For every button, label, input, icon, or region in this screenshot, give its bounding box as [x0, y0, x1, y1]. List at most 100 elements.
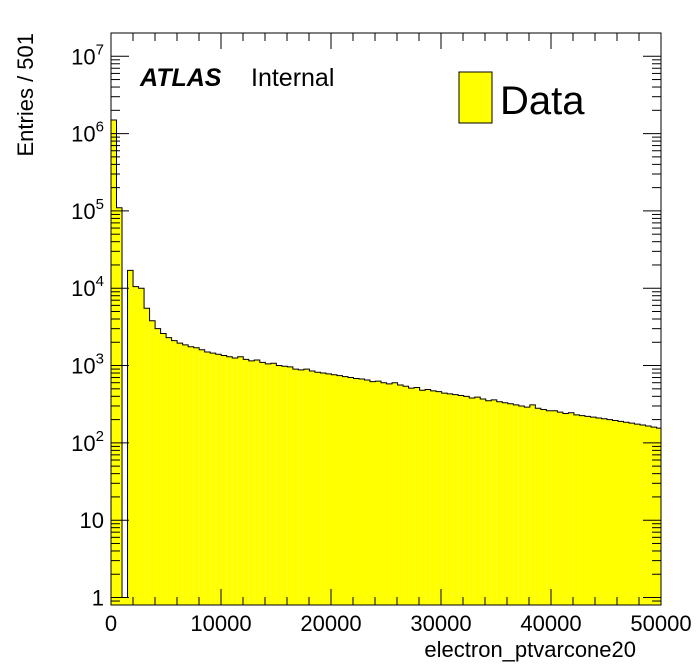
histogram-bin [254, 359, 260, 605]
histogram-bin [529, 404, 536, 605]
histogram-bin [204, 351, 211, 605]
histogram-bin [513, 404, 519, 605]
y-tick-label: 10 [80, 508, 104, 533]
histogram-bin [127, 270, 134, 605]
histogram-bin [485, 400, 492, 605]
histogram-bin [557, 412, 563, 605]
histogram-bin [386, 383, 393, 605]
histogram-bin [182, 344, 189, 605]
histogram-bin [325, 373, 332, 605]
histogram-bin [573, 414, 580, 605]
histogram-bin [403, 386, 409, 605]
histogram-bin [375, 381, 382, 605]
histogram-bin [188, 346, 194, 605]
histogram-bin [243, 359, 249, 605]
histogram-bin [353, 378, 359, 605]
histogram-bin [430, 390, 437, 605]
histogram-bin [425, 389, 431, 605]
y-tick-label: 102 [71, 428, 104, 456]
histogram-bin [347, 377, 354, 605]
histogram-bin [623, 422, 630, 605]
histogram-bin [463, 396, 470, 605]
atlas-label: ATLAS [139, 64, 222, 92]
histogram-bin [606, 419, 613, 605]
histogram-bin [122, 597, 128, 605]
y-tick-label: 104 [71, 273, 104, 301]
histogram-bin [149, 320, 156, 605]
histogram-bars [111, 119, 661, 605]
legend-label: Data [500, 79, 585, 123]
histogram-bin [535, 408, 541, 605]
x-tick-label: 0 [105, 611, 117, 636]
histogram-bin [496, 401, 503, 605]
histogram-bin [138, 288, 145, 605]
histogram-bin [270, 363, 277, 605]
histogram-bin [133, 286, 139, 605]
histogram-bin [568, 412, 574, 605]
histogram-bin [336, 375, 343, 605]
histogram-bin [590, 417, 596, 605]
histogram-bin [359, 379, 365, 605]
histogram-bin [303, 369, 310, 605]
histogram-bin [447, 393, 453, 605]
y-tick-label: 1 [92, 586, 104, 611]
histogram-bin [551, 410, 558, 605]
histogram-outline [110, 119, 661, 605]
histogram-bin [502, 402, 508, 605]
x-tick-label: 20000 [300, 611, 361, 636]
histogram-bin [171, 340, 178, 605]
histogram-bin [237, 356, 244, 605]
histogram-bin [210, 353, 216, 605]
histogram-bin [199, 349, 205, 605]
legend-swatch [458, 71, 493, 124]
histogram-bin [480, 398, 486, 605]
histogram-bin [618, 421, 624, 605]
y-tick-labels: 1 10 102 103 104 105 106 107 [71, 41, 104, 610]
histogram-bin [193, 347, 200, 605]
histogram-bin [469, 398, 475, 605]
histogram-bin [166, 337, 172, 605]
histogram-bin [397, 385, 404, 605]
histogram-bin [331, 374, 337, 605]
histogram-bin [144, 308, 150, 605]
histogram-bin [320, 373, 326, 605]
histogram-bin [634, 424, 641, 605]
histogram-bin [540, 409, 547, 605]
histogram-bin [265, 363, 271, 605]
histogram-bin [419, 390, 426, 605]
histogram-bin [491, 399, 497, 605]
histogram-bin [309, 371, 315, 605]
axis-ticks [110, 32, 662, 606]
histogram-bin [215, 354, 222, 605]
histogram-bin [276, 365, 282, 605]
histogram-bin [160, 333, 167, 605]
histogram-bin [111, 119, 117, 605]
x-tick-label: 50000 [630, 611, 691, 636]
histogram-bin [314, 372, 321, 605]
x-tick-label: 40000 [520, 611, 581, 636]
x-tick-label: 10000 [190, 611, 251, 636]
histogram-bin [414, 387, 420, 605]
histogram-bin [381, 382, 387, 605]
y-tick-label: 107 [71, 41, 104, 69]
histogram-bin [595, 417, 602, 605]
histogram-bin [524, 407, 530, 605]
histogram-bin [640, 425, 646, 605]
histogram-bin [370, 381, 376, 605]
histogram-bin [452, 394, 459, 605]
histogram-bin [546, 410, 552, 605]
y-tick-label: 105 [71, 196, 104, 224]
histogram-bin [518, 405, 525, 605]
histogram-bin [579, 415, 585, 605]
histogram-bin [287, 366, 293, 605]
histogram-bin [601, 418, 607, 605]
histogram-bin [507, 403, 514, 605]
histogram-bin [342, 376, 348, 605]
histogram-bin [364, 380, 371, 605]
histogram-bin [629, 423, 635, 605]
histogram-bin [584, 416, 591, 605]
histogram-bin [408, 388, 415, 605]
internal-label: Internal [251, 64, 334, 92]
histogram-bin [281, 366, 288, 605]
